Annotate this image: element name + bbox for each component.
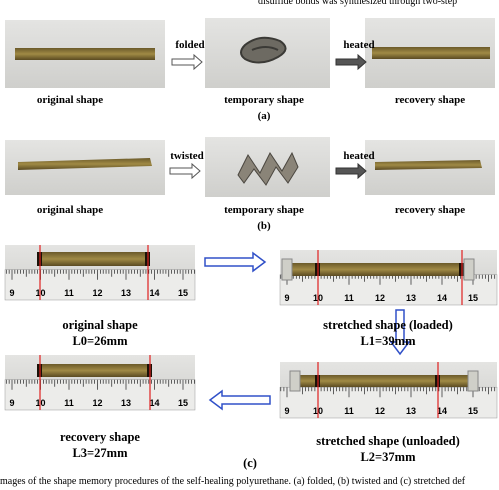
- arrow-label: twisted: [170, 150, 204, 162]
- arrow: [335, 162, 367, 180]
- ruler-number: 15: [468, 293, 478, 303]
- arrow: [389, 309, 411, 356]
- caption: temporary shape: [224, 204, 304, 216]
- ruler: [4, 269, 196, 301]
- twisted-strip: [237, 151, 299, 186]
- caption: recovery shape: [395, 204, 465, 216]
- arrow: [169, 162, 201, 180]
- caption: stretched shape (unloaded): [316, 434, 460, 448]
- ruler: [4, 379, 196, 411]
- ruler-number: 14: [149, 398, 159, 408]
- arrow-label: folded: [175, 39, 204, 51]
- strip: [38, 252, 150, 266]
- clamp: [289, 370, 301, 392]
- ruler-number: 12: [92, 398, 102, 408]
- length-label: L1=39mm: [360, 334, 416, 348]
- ruler-number: 14: [437, 293, 447, 303]
- strip: [290, 263, 466, 276]
- ruler-number: 15: [178, 288, 188, 298]
- ruler-number: 9: [9, 288, 14, 298]
- length-label: L0=26mm: [72, 334, 128, 348]
- length-label: L2=37mm: [360, 450, 416, 464]
- strip: [15, 48, 155, 60]
- folded-strip: [240, 36, 287, 64]
- caption-fragment: mages of the shape memory procedures of …: [0, 476, 466, 487]
- panel-label: (c): [243, 456, 257, 470]
- panel-label: (b): [257, 220, 271, 232]
- length-label: L3=27mm: [72, 446, 128, 460]
- ruler: [279, 274, 498, 306]
- strip: [38, 364, 152, 377]
- caption: stretched shape (loaded): [323, 318, 453, 332]
- strip: [372, 47, 490, 59]
- ruler-number: 13: [406, 293, 416, 303]
- strip: [18, 158, 152, 170]
- caption: recovery shape: [395, 94, 465, 106]
- header-fragment: disulfide bonds was synthesized through …: [258, 0, 457, 7]
- ruler-number: 13: [121, 288, 131, 298]
- ruler-number: 11: [64, 288, 74, 298]
- ruler-number: 15: [468, 406, 478, 416]
- caption: original shape: [37, 94, 103, 106]
- ruler-number: 9: [9, 398, 14, 408]
- arrow: [335, 53, 367, 71]
- panel-a: folded heated original shape temporary s…: [5, 18, 495, 122]
- ruler-number: 12: [375, 406, 385, 416]
- arrow-label: heated: [343, 150, 374, 162]
- caption: original shape: [37, 204, 103, 216]
- ruler: [279, 386, 498, 419]
- ruler-number: 11: [64, 398, 74, 408]
- ruler-number: 14: [437, 406, 447, 416]
- panel-b: twisted heated original shape temporary …: [5, 137, 495, 232]
- ruler-number: 11: [344, 406, 354, 416]
- caption: original shape: [62, 318, 138, 332]
- panel-label: (a): [258, 110, 271, 122]
- arrow: [208, 389, 271, 411]
- ruler-number: 9: [284, 406, 289, 416]
- ruler-number: 13: [406, 406, 416, 416]
- clamp: [463, 258, 475, 281]
- arrow: [204, 251, 267, 273]
- arrow-label: heated: [343, 39, 374, 51]
- ruler-number: 12: [375, 293, 385, 303]
- ruler-number: 11: [344, 293, 354, 303]
- ruler-number: 14: [149, 288, 159, 298]
- clamp: [467, 370, 479, 392]
- ruler-number: 9: [284, 293, 289, 303]
- ruler-number: 13: [121, 398, 131, 408]
- strip: [298, 375, 470, 387]
- caption: temporary shape: [224, 94, 304, 106]
- clamp: [281, 258, 293, 281]
- ruler-number: 12: [92, 288, 102, 298]
- arrow: [171, 53, 203, 71]
- ruler-number: 15: [178, 398, 188, 408]
- strip: [375, 160, 482, 170]
- caption: recovery shape: [60, 430, 140, 444]
